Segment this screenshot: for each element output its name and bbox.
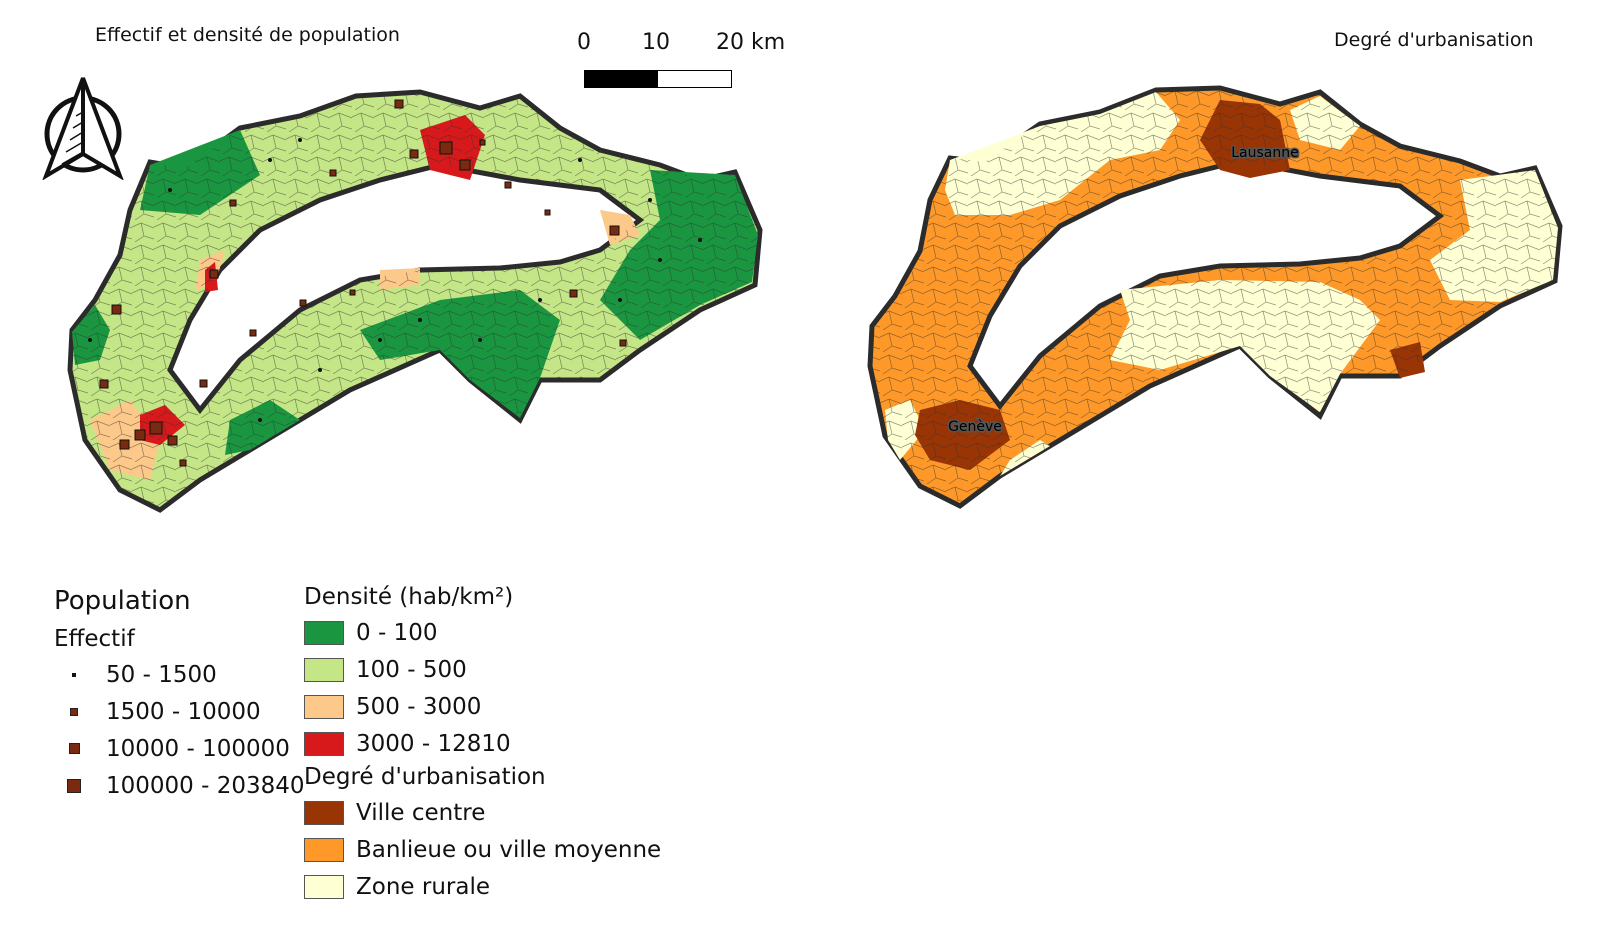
legend-population-item: 50 - 1500 [54,656,305,693]
right-map-title: Degré d'urbanisation [1334,29,1534,51]
legend-urbanisation-item: Zone rurale [304,868,661,905]
left-map-title: Effectif et densité de population [95,24,400,46]
legend-urbanisation-item: Ville centre [304,794,661,831]
scale-label-20: 20 km [716,30,786,55]
scale-bar-graphic [584,70,732,88]
legend-density: Densité (hab/km²) 0 - 100 100 - 500 500 … [304,584,661,905]
legend-population-subtitle: Effectif [54,626,135,652]
legend-urbanisation-item: Banlieue ou ville moyenne [304,831,661,868]
legend-density-item: 0 - 100 [304,614,661,651]
legend-population-title: Population [54,586,191,616]
legend-population-item: 100000 - 203840 [54,767,305,804]
legend-population-item: 10000 - 100000 [54,730,305,767]
right-map: Lausanne Genève [867,85,1563,509]
legend-urbanisation-title: Degré d'urbanisation [304,764,546,790]
scale-label-0: 0 [577,30,591,55]
legend-population: Population Effectif 50 - 1500 1500 - 100… [54,586,305,804]
population-dots [88,138,702,422]
population-symbols [99,99,627,467]
legend-population-item: 1500 - 10000 [54,693,305,730]
legend-density-item: 500 - 3000 [304,688,661,725]
city-label-lausanne: Lausanne [1231,145,1298,161]
city-label-geneve: Genève [948,419,1002,435]
legend-density-title: Densité (hab/km²) [304,584,514,610]
scale-label-10: 10 [642,30,670,55]
legend-density-item: 3000 - 12810 [304,725,661,762]
north-arrow-icon [42,77,124,180]
scale-bar: 0 10 20 km [577,30,792,92]
maps-svg: Lausanne Genève [67,85,1563,513]
left-map [67,89,763,513]
legend-density-item: 100 - 500 [304,651,661,688]
commune-borders [70,92,760,510]
commune-borders-right [870,88,1560,506]
